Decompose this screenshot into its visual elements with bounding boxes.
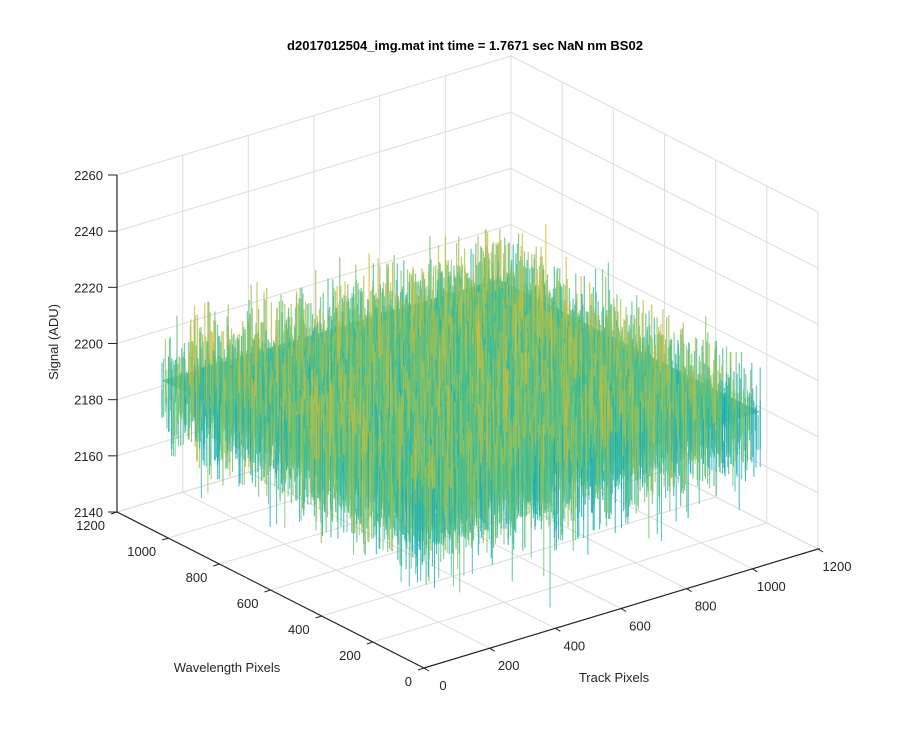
side-wall-grid-line xyxy=(510,55,819,213)
floor-grid-line xyxy=(372,522,767,643)
floor-grid-line xyxy=(321,496,716,617)
side-wall-grid-line xyxy=(510,167,819,325)
side-wall-grid-line xyxy=(510,111,819,269)
side-wall-grid-line xyxy=(510,224,819,381)
back-wall-grid-line xyxy=(116,111,512,232)
back-wall-grid-line xyxy=(116,55,512,176)
surface-plot xyxy=(161,223,761,608)
back-wall-grid-line xyxy=(116,167,512,288)
